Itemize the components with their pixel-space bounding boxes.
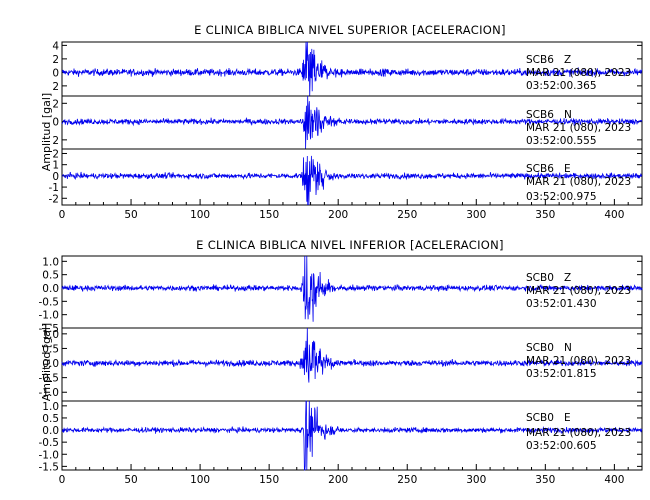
- trace-station-label: SCB0: [526, 272, 554, 284]
- trace-component-label: E: [564, 163, 571, 175]
- trace-component-label: Z: [564, 54, 571, 66]
- waveform-line: [61, 95, 643, 150]
- y-tick-label: 0: [52, 171, 59, 183]
- trace-station-label: SCB6: [526, 109, 554, 121]
- x-tick-label: 400: [604, 474, 624, 486]
- trace-time-label: 03:52:01.815: [526, 368, 597, 380]
- trace-scb0-n: 1.0 0.5 0.0 -0.5 -1.0 SCB0 N MAR 21 (080), 2…: [39, 327, 643, 399]
- x-tick-label: 350: [535, 474, 555, 486]
- x-tick-label: 250: [397, 209, 417, 221]
- trace-time-label: 03:52:00.365: [526, 80, 597, 92]
- waveform-line: [61, 41, 643, 97]
- x-tick-label: 150: [259, 209, 279, 221]
- trace-component-label: E: [564, 412, 571, 424]
- y-tick-label: 0.0: [42, 425, 59, 437]
- trace-component-label: N: [564, 342, 572, 354]
- y-tick-label: -1.5: [39, 461, 60, 473]
- x-tick-label: 200: [328, 209, 348, 221]
- panel-title: E CLINICA BIBLICA NIVEL INFERIOR [ACELER…: [196, 238, 504, 252]
- x-tick-label: 400: [604, 209, 624, 221]
- x-tick-label: 50: [124, 474, 137, 486]
- y-tick-label: 2: [52, 81, 59, 93]
- x-tick-label: 350: [535, 209, 555, 221]
- x-tick-label: 100: [190, 474, 210, 486]
- panel-inferior: E CLINICA BIBLICA NIVEL INFERIOR [ACELER…: [39, 238, 643, 486]
- trace-time-label: 03:52:01.430: [526, 298, 597, 310]
- trace-date-label: MAR 21 (080), 2023: [526, 67, 631, 79]
- y-tick-label: -1.5: [39, 323, 60, 335]
- x-tick-label: 0: [59, 209, 66, 221]
- trace-scb0-z: 1.0 0.50.0-0.5 -1.0-1.5 SCB0 Z MAR 21 (080…: [39, 255, 643, 335]
- y-tick-label: 1: [52, 160, 59, 172]
- trace-date-label: MAR 21 (080), 2023: [526, 176, 631, 188]
- trace-time-label: 03:52:00.975: [526, 191, 597, 203]
- x-axis: 0 50 100 150 200 250 300 350 400: [59, 464, 643, 486]
- y-tick-label: 0.5: [42, 413, 59, 425]
- waveform-line: [61, 327, 643, 383]
- x-tick-label: 100: [190, 209, 210, 221]
- panel-superior: E CLINICA BIBLICA NIVEL SUPERIOR [ACELER…: [40, 23, 643, 221]
- y-tick-label: -1.0: [39, 310, 60, 322]
- y-tick-label: 2: [52, 98, 59, 110]
- y-tick-label: 1.0: [42, 401, 59, 413]
- y-tick-label: 2: [52, 148, 59, 160]
- trace-date-label: MAR 21 (080), 2023: [526, 355, 631, 367]
- trace-date-label: MAR 21 (080), 2023: [526, 285, 631, 297]
- y-tick-label: 1.0: [42, 329, 59, 341]
- x-axis: 0 50 100 150 200 250 300 350 400: [59, 199, 643, 221]
- trace-station-label: SCB0: [526, 342, 554, 354]
- y-tick-label: -1.0: [39, 387, 60, 399]
- y-tick-label: -2: [49, 193, 59, 205]
- x-tick-label: 200: [328, 474, 348, 486]
- y-tick-label: -0.5: [39, 373, 60, 385]
- trace-station-label: SCB0: [526, 412, 554, 424]
- y-tick-label: -1: [49, 182, 59, 194]
- trace-station-label: SCB6: [526, 163, 554, 175]
- waveform-line: [61, 155, 643, 206]
- y-tick-label: 0.0: [42, 358, 59, 370]
- trace-date-label: MAR 21 (080), 2023: [526, 427, 631, 439]
- trace-date-label: MAR 21 (080), 2023: [526, 122, 631, 134]
- trace-scb6-e: 210-1-2 SCB6 E MAR 21 (080), 2023 03:52:…: [49, 148, 643, 206]
- y-axis-label: Amplitud [gal]: [40, 323, 53, 401]
- y-tick-label: 1.0: [42, 256, 59, 268]
- y-tick-label: 2: [52, 54, 59, 66]
- y-tick-label: 2: [52, 135, 59, 147]
- trace-scb6-n: 2 0 2 SCB6 N MAR 21 (080), 2023 03:52:00.5…: [52, 95, 643, 150]
- trace-component-label: N: [564, 109, 572, 121]
- trace-scb0-e: 1.00.50.0-0.5-1.0-1.5 SCB0 E MAR 21 (080…: [39, 400, 643, 473]
- x-tick-label: 50: [124, 209, 137, 221]
- y-tick-label: 0: [52, 67, 59, 79]
- y-tick-label: 0: [52, 117, 59, 129]
- trace-time-label: 03:52:00.605: [526, 440, 597, 452]
- trace-station-label: SCB6: [526, 54, 554, 66]
- x-tick-label: 0: [59, 474, 66, 486]
- x-tick-label: 150: [259, 474, 279, 486]
- y-tick-label: 0.5: [42, 270, 59, 282]
- y-tick-label: 0.5: [42, 343, 59, 355]
- x-tick-label: 250: [397, 474, 417, 486]
- trace-component-label: Z: [564, 272, 571, 284]
- x-tick-label: 300: [466, 209, 486, 221]
- y-tick-label: -0.5: [39, 437, 60, 449]
- y-tick-label: -1.0: [39, 449, 60, 461]
- y-tick-label: 4: [52, 40, 59, 52]
- y-tick-label: 0.0: [42, 283, 59, 295]
- x-tick-label: 300: [466, 474, 486, 486]
- trace-time-label: 03:52:00.555: [526, 135, 597, 147]
- waveform-line: [62, 400, 643, 471]
- y-axis-label: Amplitud [gal]: [40, 93, 53, 171]
- panel-title: E CLINICA BIBLICA NIVEL SUPERIOR [ACELER…: [194, 23, 506, 37]
- y-tick-label: -0.5: [39, 296, 60, 308]
- waveform-line: [61, 255, 643, 322]
